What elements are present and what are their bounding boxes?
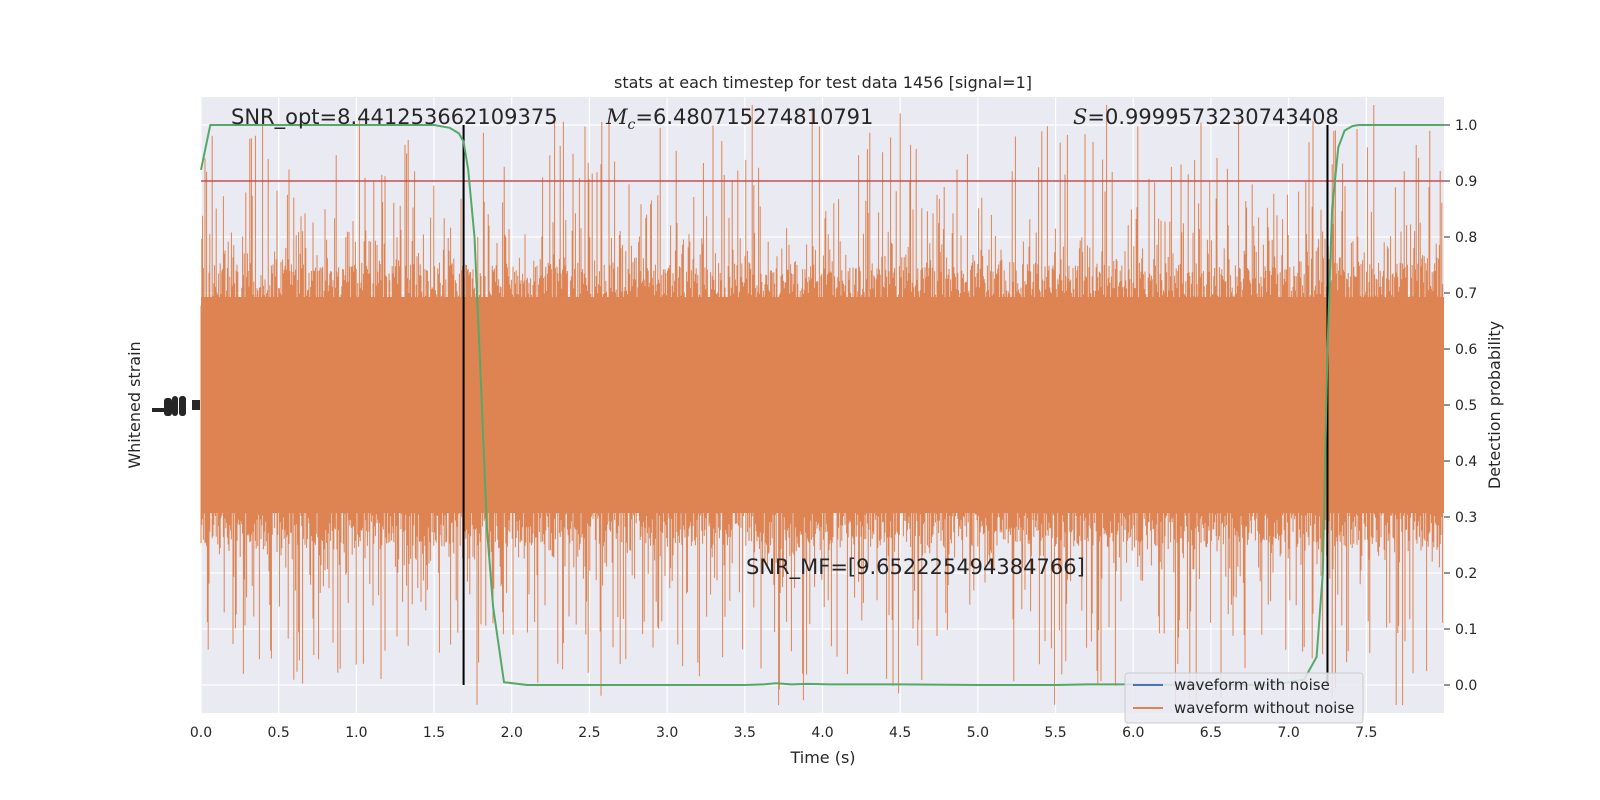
legend: waveform with noise waveform without noi… [1124, 672, 1364, 724]
x-tick-label: 0.5 [268, 725, 290, 741]
x-tick-label: 7.5 [1355, 725, 1377, 741]
x-tick-label: 6.0 [1122, 725, 1144, 741]
legend-label-waveform-with-noise: waveform with noise [1174, 676, 1330, 694]
y-tick-label: 0.5 [1455, 398, 1477, 414]
x-tick-label: 5.5 [1044, 725, 1066, 741]
y-tick-label: 0.9 [1455, 174, 1477, 190]
y-right-axis-ticks: 0.0 0.1 0.2 0.3 0.4 0.5 0.6 0.7 0.8 0.9 1.0 [1444, 118, 1477, 694]
x-tick-label: 1.5 [423, 725, 445, 741]
chirp-mass-value: =6.480715274810791 [635, 105, 873, 129]
y-tick-label: 0.3 [1455, 510, 1477, 526]
chart-title: stats at each timestep for test data 145… [614, 73, 1032, 92]
x-tick-label: 2.0 [501, 725, 523, 741]
annotation-s-value: S=0.9999573230743408 [1073, 105, 1339, 129]
y-tick-label: 0.4 [1455, 454, 1477, 470]
annotation-chirp-mass: Mc=6.480715274810791 [605, 105, 873, 133]
x-axis-ticks: 0.0 0.5 1.0 1.5 2.0 2.5 3.0 3.5 4.0 4.5 5.0 5.5 6.0 6… [190, 725, 1378, 741]
s-symbol: S [1073, 105, 1087, 129]
x-tick-label: 2.5 [578, 725, 600, 741]
x-tick-label: 4.5 [889, 725, 911, 741]
y-axis-label-right: Detection probability [1485, 321, 1504, 489]
y-tick-label: 0.2 [1455, 566, 1477, 582]
x-tick-label: 5.0 [967, 725, 989, 741]
chirp-mass-symbol: M [605, 105, 628, 129]
annotation-snr-mf: SNR_MF=[9.652225494384766] [746, 555, 1085, 580]
x-tick-label: 6.5 [1200, 725, 1222, 741]
x-tick-label: 4.0 [811, 725, 833, 741]
y-tick-label: 0.0 [1455, 678, 1477, 694]
x-tick-label: 7.0 [1277, 725, 1299, 741]
plot-area [200, 97, 1444, 713]
legend-label-waveform-without-noise: waveform without noise [1174, 699, 1354, 717]
x-tick-label: 0.0 [190, 725, 212, 741]
x-tick-label: 3.5 [734, 725, 756, 741]
series-line-detection-probability [200, 124, 1444, 686]
overlay-lines [200, 124, 1444, 686]
annotation-snr-opt: SNR_opt=8.441253662109375 [231, 105, 558, 130]
y-tick-label: 1.0 [1455, 118, 1477, 134]
legend-box [1124, 672, 1364, 724]
x-axis-label: Time (s) [789, 748, 855, 767]
left-axis-tick-clutter [152, 396, 200, 416]
y-tick-label: 0.1 [1455, 622, 1477, 638]
waveform-core [201, 297, 1444, 513]
y-axis-label-left: Whitened strain [125, 341, 144, 468]
chirp-mass-subscript: c [628, 117, 636, 133]
x-tick-label: 1.0 [345, 725, 367, 741]
y-tick-label: 0.6 [1455, 342, 1477, 358]
y-tick-label: 0.7 [1455, 286, 1477, 302]
x-tick-label: 3.0 [656, 725, 678, 741]
s-value: =0.9999573230743408 [1087, 105, 1338, 129]
series-waveform-without-noise [200, 105, 1444, 705]
y-tick-label: 0.8 [1455, 230, 1477, 246]
